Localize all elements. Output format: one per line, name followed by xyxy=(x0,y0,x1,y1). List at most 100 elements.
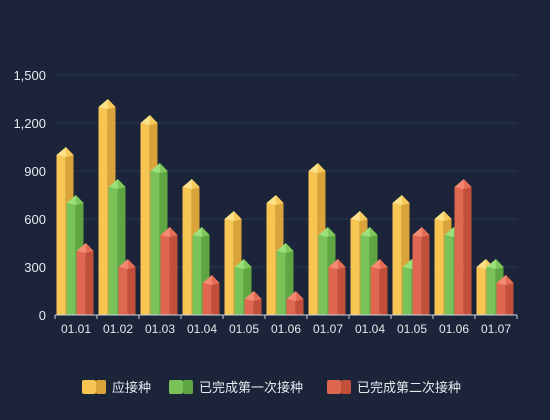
bar-side-face xyxy=(85,251,94,315)
x-tick-label: 01.01 xyxy=(61,322,91,336)
bar-group xyxy=(350,211,388,315)
bar xyxy=(108,179,126,315)
bar-side-face xyxy=(211,283,220,315)
legend-item[interactable]: 已完成第二次接种 xyxy=(327,380,461,396)
bar-top-cap-shade xyxy=(107,99,116,109)
bar-front-face xyxy=(160,235,170,315)
bar-front-face xyxy=(360,235,370,315)
bar-front-face xyxy=(392,203,402,315)
bar xyxy=(118,259,136,315)
legend-label: 已完成第一次接种 xyxy=(199,380,303,396)
bar-front-face xyxy=(370,267,380,315)
bar xyxy=(192,227,210,315)
bar xyxy=(454,179,472,315)
bar-front-face xyxy=(118,267,128,315)
bar-front-face xyxy=(328,267,338,315)
bar-side-face xyxy=(117,187,126,315)
bar xyxy=(412,227,430,315)
x-axis: 01.01 01.02 01.03 01.04 01.05 01.06 01.07 01.04… xyxy=(54,314,518,336)
bar-top-cap-shade xyxy=(243,259,252,269)
bar-front-face xyxy=(402,267,412,315)
bar-front-face xyxy=(276,251,286,315)
bar-top-cap-shade xyxy=(65,147,74,157)
bar-side-face xyxy=(337,267,346,315)
bar-top-cap-shade xyxy=(201,227,210,237)
bar-group xyxy=(98,99,136,315)
y-axis: 0 300 600 900 1,200 1,500 xyxy=(13,68,46,323)
bar-front-face xyxy=(318,235,328,315)
bar-front-face xyxy=(266,203,276,315)
bar-side-face xyxy=(243,267,252,315)
bar-front-face xyxy=(244,299,254,315)
bar-front-face xyxy=(486,267,496,315)
bar xyxy=(160,227,178,315)
bar xyxy=(328,259,346,315)
bar xyxy=(76,243,94,315)
bar-front-face xyxy=(496,283,506,315)
legend-swatch-shade xyxy=(341,380,351,394)
bar-side-face xyxy=(505,283,514,315)
bar-front-face xyxy=(286,299,296,315)
bar-front-face xyxy=(308,171,318,315)
bar-front-face xyxy=(454,187,464,315)
bar xyxy=(370,259,388,315)
bar-top-cap-shade xyxy=(85,243,94,253)
bar-top-cap-shade xyxy=(211,275,220,285)
y-tick-label: 900 xyxy=(24,164,46,179)
bar-side-face xyxy=(285,251,294,315)
bar-top-cap-shade xyxy=(127,259,136,269)
bar-top-cap-shade xyxy=(275,195,284,205)
bar-top-cap-shade xyxy=(295,291,304,301)
bar-front-face xyxy=(476,267,486,315)
legend-swatch xyxy=(327,380,341,394)
bar-top-cap-shade xyxy=(369,227,378,237)
bar-side-face xyxy=(253,299,262,315)
bar xyxy=(202,275,220,315)
bar-top-cap-shade xyxy=(359,211,368,221)
bar-front-face xyxy=(140,123,150,315)
bar-side-face xyxy=(379,267,388,315)
bar-group xyxy=(476,259,514,315)
x-tick-label: 01.03 xyxy=(145,322,175,336)
bar-side-face xyxy=(201,235,210,315)
bar-group xyxy=(140,115,178,315)
bar xyxy=(234,259,252,315)
legend: 应接种 已完成第一次接种 已完成第二次接种 xyxy=(82,380,461,396)
bar-top-cap-shade xyxy=(117,179,126,189)
bar-side-face xyxy=(421,235,430,315)
bar-top-cap-shade xyxy=(149,115,158,125)
bar-front-face xyxy=(150,171,160,315)
bar-top-cap-shade xyxy=(191,179,200,189)
bar-group xyxy=(392,195,430,315)
bar-group xyxy=(308,163,346,315)
x-tick-label: 01.07 xyxy=(481,322,511,336)
legend-label: 已完成第二次接种 xyxy=(357,380,461,396)
bar-group xyxy=(182,179,220,315)
bar-front-face xyxy=(76,251,86,315)
legend-swatch xyxy=(169,380,183,394)
x-tick-label: 01.04 xyxy=(187,322,217,336)
bar-front-face xyxy=(192,235,202,315)
bar-top-cap-shade xyxy=(463,179,472,189)
legend-swatch xyxy=(82,380,96,394)
bar-group xyxy=(434,179,472,315)
bar-top-cap-shade xyxy=(317,163,326,173)
bar-top-cap-shade xyxy=(253,291,262,301)
bar-top-cap-shade xyxy=(443,211,452,221)
legend-swatch-shade xyxy=(183,380,193,394)
legend-item[interactable]: 已完成第一次接种 xyxy=(169,380,303,396)
bar-top-cap-shade xyxy=(75,195,84,205)
bar-top-cap-shade xyxy=(495,259,504,269)
y-tick-label: 0 xyxy=(39,308,46,323)
bar-top-cap-shade xyxy=(337,259,346,269)
legend-item[interactable]: 应接种 xyxy=(82,380,151,396)
x-tick-label: 01.07 xyxy=(313,322,343,336)
bar-top-cap-shade xyxy=(233,211,242,221)
x-tick-label: 01.06 xyxy=(271,322,301,336)
x-tick-label: 01.05 xyxy=(397,322,427,336)
bar-top-cap-shade xyxy=(379,259,388,269)
bar-side-face xyxy=(127,267,136,315)
bar-front-face xyxy=(108,187,118,315)
bar-front-face xyxy=(434,219,444,315)
